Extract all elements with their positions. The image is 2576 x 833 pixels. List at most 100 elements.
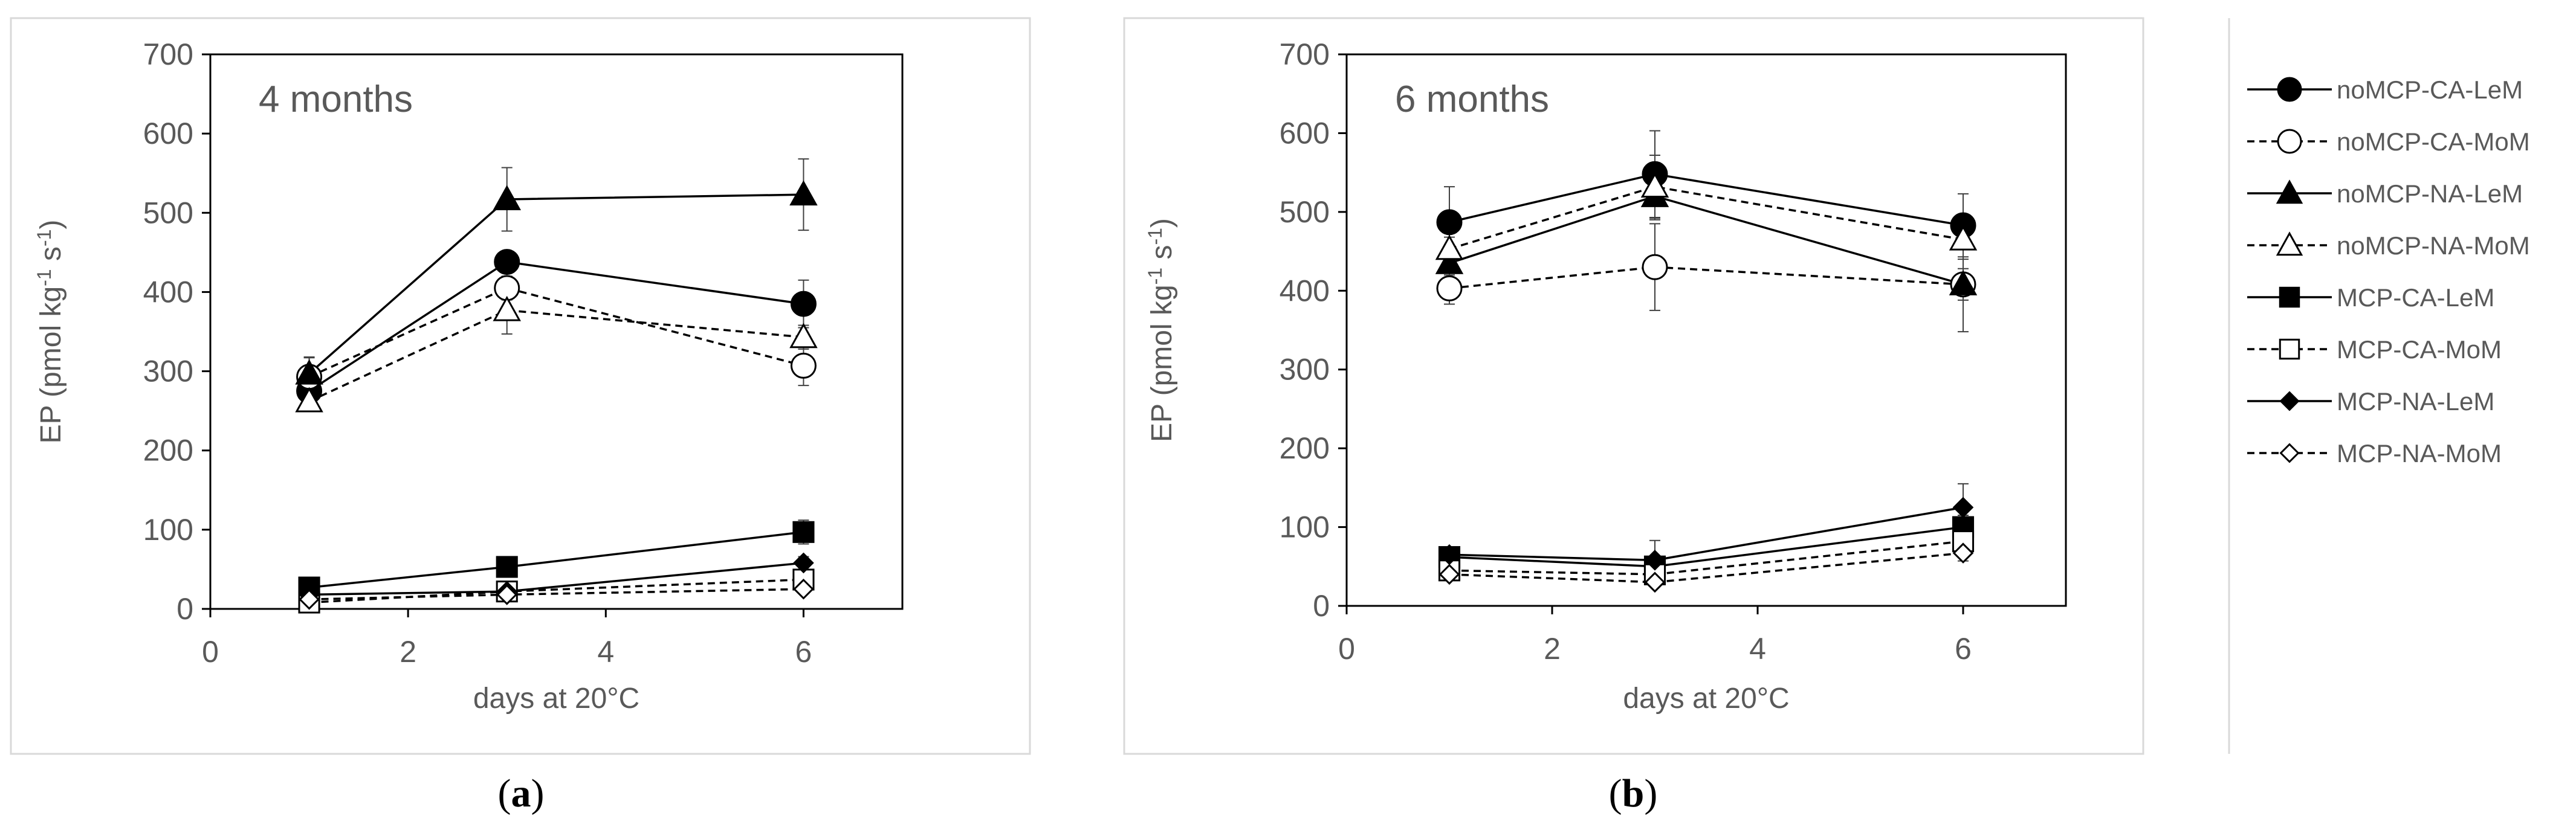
y-axis-label: EP (pmol kg-1 s-1)	[1144, 218, 1178, 442]
chart-panel-1: 0 100 200 300 400 500 600 700 0 2 4 6 days at 20°C EP…	[10, 17, 1031, 815]
legend-label: noMCP-CA-LeM	[2337, 76, 2523, 104]
panel-tag-part: a	[511, 771, 531, 815]
x-tick-label: 4	[1749, 632, 1766, 666]
legend-marker	[2277, 77, 2302, 102]
y-tick-label: 100	[143, 513, 193, 547]
x-tick-label: 2	[1544, 632, 1561, 666]
data-point-mcp-na-lem	[1644, 550, 1666, 571]
panel-tag: (a)	[498, 771, 545, 815]
legend-marker	[2279, 338, 2300, 360]
x-tick-label: 0	[1338, 632, 1355, 666]
data-point-nomcp-na-mom	[1435, 234, 1464, 260]
data-point-mcp-ca-lem	[792, 521, 815, 543]
legend-item-nomcp-na-mom: noMCP-NA-MoM	[2247, 231, 2530, 260]
panel-tag-part: b	[1622, 771, 1645, 815]
y-tick-label: 700	[143, 37, 193, 71]
x-tick-label: 6	[1955, 632, 1972, 666]
y-tick-label: 0	[176, 592, 193, 626]
y-axis-label-superscript: -1	[1144, 228, 1166, 245]
legend-marker	[2279, 443, 2300, 463]
y-axis-label: EP (pmol kg-1 s-1)	[33, 220, 67, 444]
chart-frame	[10, 17, 1031, 755]
data-point-nomcp-na-mom	[1640, 172, 1669, 198]
legend-label: noMCP-CA-MoM	[2337, 127, 2530, 156]
panel-title: 4 months	[259, 79, 413, 120]
data-point-nomcp-ca-mom	[1436, 275, 1463, 301]
data-point-mcp-na-mom	[1438, 564, 1460, 585]
x-tick-label: 2	[400, 635, 416, 669]
y-tick-label: 300	[143, 355, 193, 388]
data-point-nomcp-na-lem	[493, 185, 521, 211]
x-tick-label: 4	[597, 635, 614, 669]
series-line-nomcp-na-mom	[1449, 185, 1964, 250]
data-point-nomcp-na-lem	[1435, 248, 1464, 274]
y-axis-label-superscript: -1	[33, 230, 55, 246]
y-tick-label: 500	[1280, 195, 1330, 229]
legend-marker	[2279, 286, 2300, 308]
y-tick-label: 700	[1280, 37, 1330, 71]
panel-tag-part: (	[498, 771, 511, 815]
panel-title: 6 months	[1395, 79, 1549, 120]
legend-marker	[2276, 179, 2303, 204]
legend-label: MCP-NA-MoM	[2337, 439, 2502, 468]
data-point-mcp-ca-mom	[1952, 530, 1975, 553]
y-axis-label-part: EP (pmol kg	[1146, 285, 1178, 442]
data-point-nomcp-na-lem	[295, 359, 323, 385]
data-point-mcp-ca-lem	[496, 556, 518, 578]
legend-item-mcp-na-lem: MCP-NA-LeM	[2247, 387, 2494, 416]
data-point-nomcp-na-lem	[1949, 270, 1978, 295]
data-point-mcp-na-mom	[299, 588, 320, 610]
legend: noMCP-CA-LeM noMCP-CA-MoM noMCP-NA-LeM noMC…	[2228, 18, 2530, 754]
legend-label: MCP-CA-MoM	[2337, 335, 2502, 364]
data-point-nomcp-ca-mom	[1642, 254, 1668, 280]
data-point-nomcp-na-lem	[789, 180, 818, 206]
data-point-nomcp-na-mom	[493, 295, 521, 321]
chart-frame	[1123, 17, 2144, 755]
x-tick-label: 6	[795, 635, 812, 669]
panel-tag-part: (	[1609, 771, 1622, 815]
y-axis-label-part: )	[35, 220, 67, 230]
data-point-nomcp-na-mom	[295, 387, 323, 413]
data-point-mcp-na-mom	[793, 578, 814, 600]
y-axis-label-part: EP (pmol kg	[35, 286, 67, 444]
data-point-mcp-na-lem	[793, 552, 814, 574]
legend-label: noMCP-NA-MoM	[2337, 231, 2530, 260]
y-axis-label-part: )	[1146, 218, 1178, 228]
data-point-mcp-na-mom	[1644, 571, 1666, 593]
legend-item-mcp-ca-lem: MCP-CA-LeM	[2247, 283, 2494, 312]
legend-label: noMCP-NA-LeM	[2337, 179, 2523, 208]
y-tick-label: 600	[143, 117, 193, 150]
data-point-mcp-na-lem	[1952, 497, 1974, 518]
panel-tag-part: )	[1644, 771, 1657, 815]
y-axis-label-superscript: -1	[1144, 268, 1166, 285]
legend-marker	[2276, 231, 2303, 256]
data-point-nomcp-ca-lem	[494, 249, 520, 275]
legend-label: MCP-NA-LeM	[2337, 387, 2494, 416]
y-axis-label-superscript: -1	[33, 269, 55, 286]
data-point-mcp-na-mom	[496, 584, 518, 605]
y-axis-label-part: s	[1146, 245, 1178, 268]
data-point-nomcp-ca-lem	[790, 291, 817, 317]
legend-label: MCP-CA-LeM	[2337, 283, 2494, 312]
y-tick-label: 100	[1280, 510, 1330, 544]
legend-item-nomcp-ca-lem: noMCP-CA-LeM	[2247, 76, 2523, 104]
panel-tag-part: )	[531, 771, 545, 815]
y-tick-label: 500	[143, 196, 193, 230]
plot-area	[1345, 53, 2067, 607]
legend-marker	[2277, 129, 2302, 154]
plot-area	[209, 53, 904, 610]
y-tick-label: 200	[143, 434, 193, 468]
chart-panel-2: 0 100 200 300 400 500 600 700 0 2 4 6 days at 20°C EP…	[1123, 17, 2144, 815]
legend-marker	[2279, 391, 2300, 411]
data-point-nomcp-na-mom	[1949, 225, 1978, 251]
legend-item-mcp-na-mom: MCP-NA-MoM	[2247, 439, 2502, 468]
y-axis-label-part: s	[35, 246, 67, 269]
data-point-nomcp-na-mom	[789, 323, 818, 349]
y-tick-label: 400	[143, 275, 193, 309]
data-point-nomcp-ca-lem	[1436, 209, 1463, 236]
data-point-nomcp-ca-mom	[790, 352, 817, 379]
x-axis-label: days at 20°C	[473, 683, 639, 715]
y-tick-label: 0	[1313, 589, 1330, 623]
y-tick-label: 300	[1280, 353, 1330, 387]
